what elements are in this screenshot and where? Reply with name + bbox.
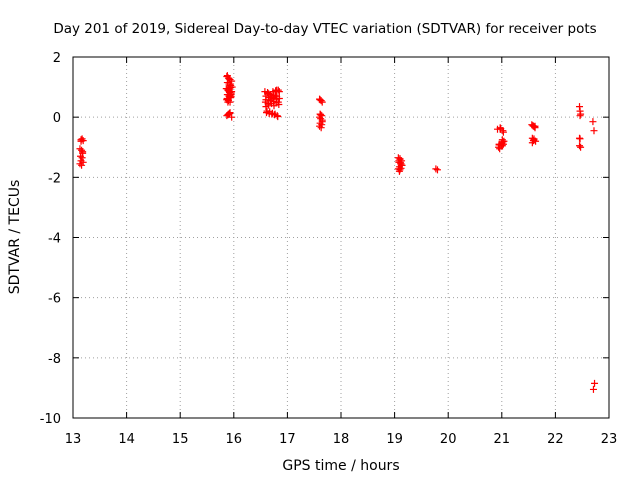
x-tick-label: 14 [118,432,135,447]
data-point [79,158,87,166]
points-layer [76,72,599,393]
x-axis-title: GPS time / hours [282,458,399,474]
x-tick-label: 16 [226,432,243,447]
data-point [275,88,283,96]
x-tick-label: 18 [333,432,350,447]
data-point [396,155,404,163]
data-point [79,148,87,156]
y-tick-label: 0 [53,111,61,126]
data-point [498,142,506,150]
y-tick-label: -8 [48,352,61,367]
data-point [272,91,280,99]
data-point [223,72,231,80]
y-tick-label: -10 [40,412,61,427]
y-tick-label: -4 [48,232,61,247]
tick-layer: 13 14 15 16 17 18 19 20 21 22 23 -10 -8 -6 -4 -2 0 2 [40,51,618,447]
data-point [589,118,597,126]
chart-title: Day 201 of 2019, Sidereal Day-to-day VTE… [53,21,596,37]
data-point [224,111,232,119]
x-tick-label: 20 [440,432,457,447]
data-point [318,118,326,126]
x-tick-label: 23 [601,432,618,447]
data-point [226,88,234,96]
data-point [317,124,325,132]
y-tick-label: -6 [48,292,61,307]
data-point [78,161,86,169]
data-point [432,165,440,173]
data-point [223,79,231,87]
data-point [274,98,282,106]
x-tick-label: 22 [547,432,564,447]
data-point [496,125,504,133]
x-tick-label: 17 [279,432,296,447]
data-point [576,135,584,143]
x-tick-label: 21 [494,432,511,447]
data-point [397,160,405,168]
data-point [576,142,584,150]
data-point [78,154,86,162]
data-point [316,96,324,104]
data-point [433,166,441,174]
data-point [78,146,86,154]
data-point [76,160,84,168]
data-point [499,128,507,136]
data-point [226,110,234,118]
data-point [317,97,325,105]
data-point [228,113,236,121]
y-tick-label: -2 [48,171,61,186]
data-point [262,96,270,104]
data-point [317,111,325,119]
data-point [225,75,233,83]
data-point [264,88,272,96]
x-tick-label: 15 [172,432,189,447]
data-point [591,379,599,387]
data-point [273,95,281,103]
data-point [576,112,584,120]
y-axis-title: SDTVAR / TECUs [7,180,23,295]
data-point [577,143,585,151]
grid-layer [73,57,609,418]
data-point [395,167,403,175]
data-point [531,122,539,130]
y-tick-label: 2 [53,51,61,66]
data-point [316,122,324,130]
data-point [590,127,598,135]
data-point [589,385,597,393]
x-tick-label: 19 [386,432,403,447]
data-point [529,137,537,145]
data-point [227,93,235,101]
data-point [274,113,282,121]
data-point [77,137,85,145]
data-point [224,98,232,106]
data-point [270,102,278,110]
x-tick-label: 13 [65,432,82,447]
